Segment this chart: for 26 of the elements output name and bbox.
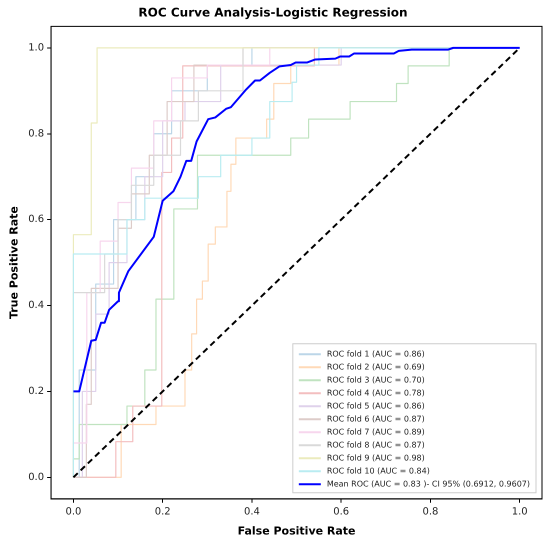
x-tick-label: 0.0 bbox=[65, 506, 82, 518]
x-tick-label: 1.0 bbox=[512, 506, 528, 518]
legend-label: ROC fold 6 (AUC = 0.87) bbox=[326, 414, 425, 424]
legend-label: ROC fold 10 (AUC = 0.84) bbox=[326, 466, 430, 476]
legend-label: Mean ROC (AUC = 0.83 )- CI 95% (0.6912, 0.9607) bbox=[326, 479, 530, 488]
y-axis-title: True Positive Rate bbox=[7, 206, 20, 320]
x-tick-label: 0.2 bbox=[154, 506, 171, 518]
legend-label: ROC fold 8 (AUC = 0.87) bbox=[326, 440, 425, 450]
y-tick-label: 0.0 bbox=[28, 472, 44, 483]
legend-label: ROC fold 9 (AUC = 0.98) bbox=[326, 453, 425, 462]
legend-label: ROC fold 1 (AUC = 0.86) bbox=[326, 349, 425, 358]
y-tick-label: 0.8 bbox=[28, 128, 44, 140]
y-tick-label: 0.4 bbox=[28, 300, 44, 312]
chart-title: ROC Curve Analysis-Logistic Regression bbox=[138, 5, 408, 20]
legend-label: ROC fold 4 (AUC = 0.78) bbox=[326, 388, 425, 398]
legend-label: ROC fold 2 (AUC = 0.69) bbox=[326, 362, 425, 372]
legend-label: ROC fold 7 (AUC = 0.89) bbox=[326, 427, 425, 436]
legend-label: ROC fold 3 (AUC = 0.70) bbox=[326, 375, 425, 384]
y-tick-label: 0.6 bbox=[28, 214, 44, 226]
legend-label: ROC fold 5 (AUC = 0.86) bbox=[326, 401, 425, 410]
y-tick-label: 0.2 bbox=[28, 386, 44, 398]
x-tick-label: 0.4 bbox=[244, 506, 260, 518]
x-tick-label: 0.6 bbox=[333, 506, 350, 518]
y-tick-label: 1.0 bbox=[28, 42, 44, 54]
x-tick-label: 0.8 bbox=[422, 506, 438, 518]
x-axis-title: False Positive Rate bbox=[238, 524, 356, 538]
